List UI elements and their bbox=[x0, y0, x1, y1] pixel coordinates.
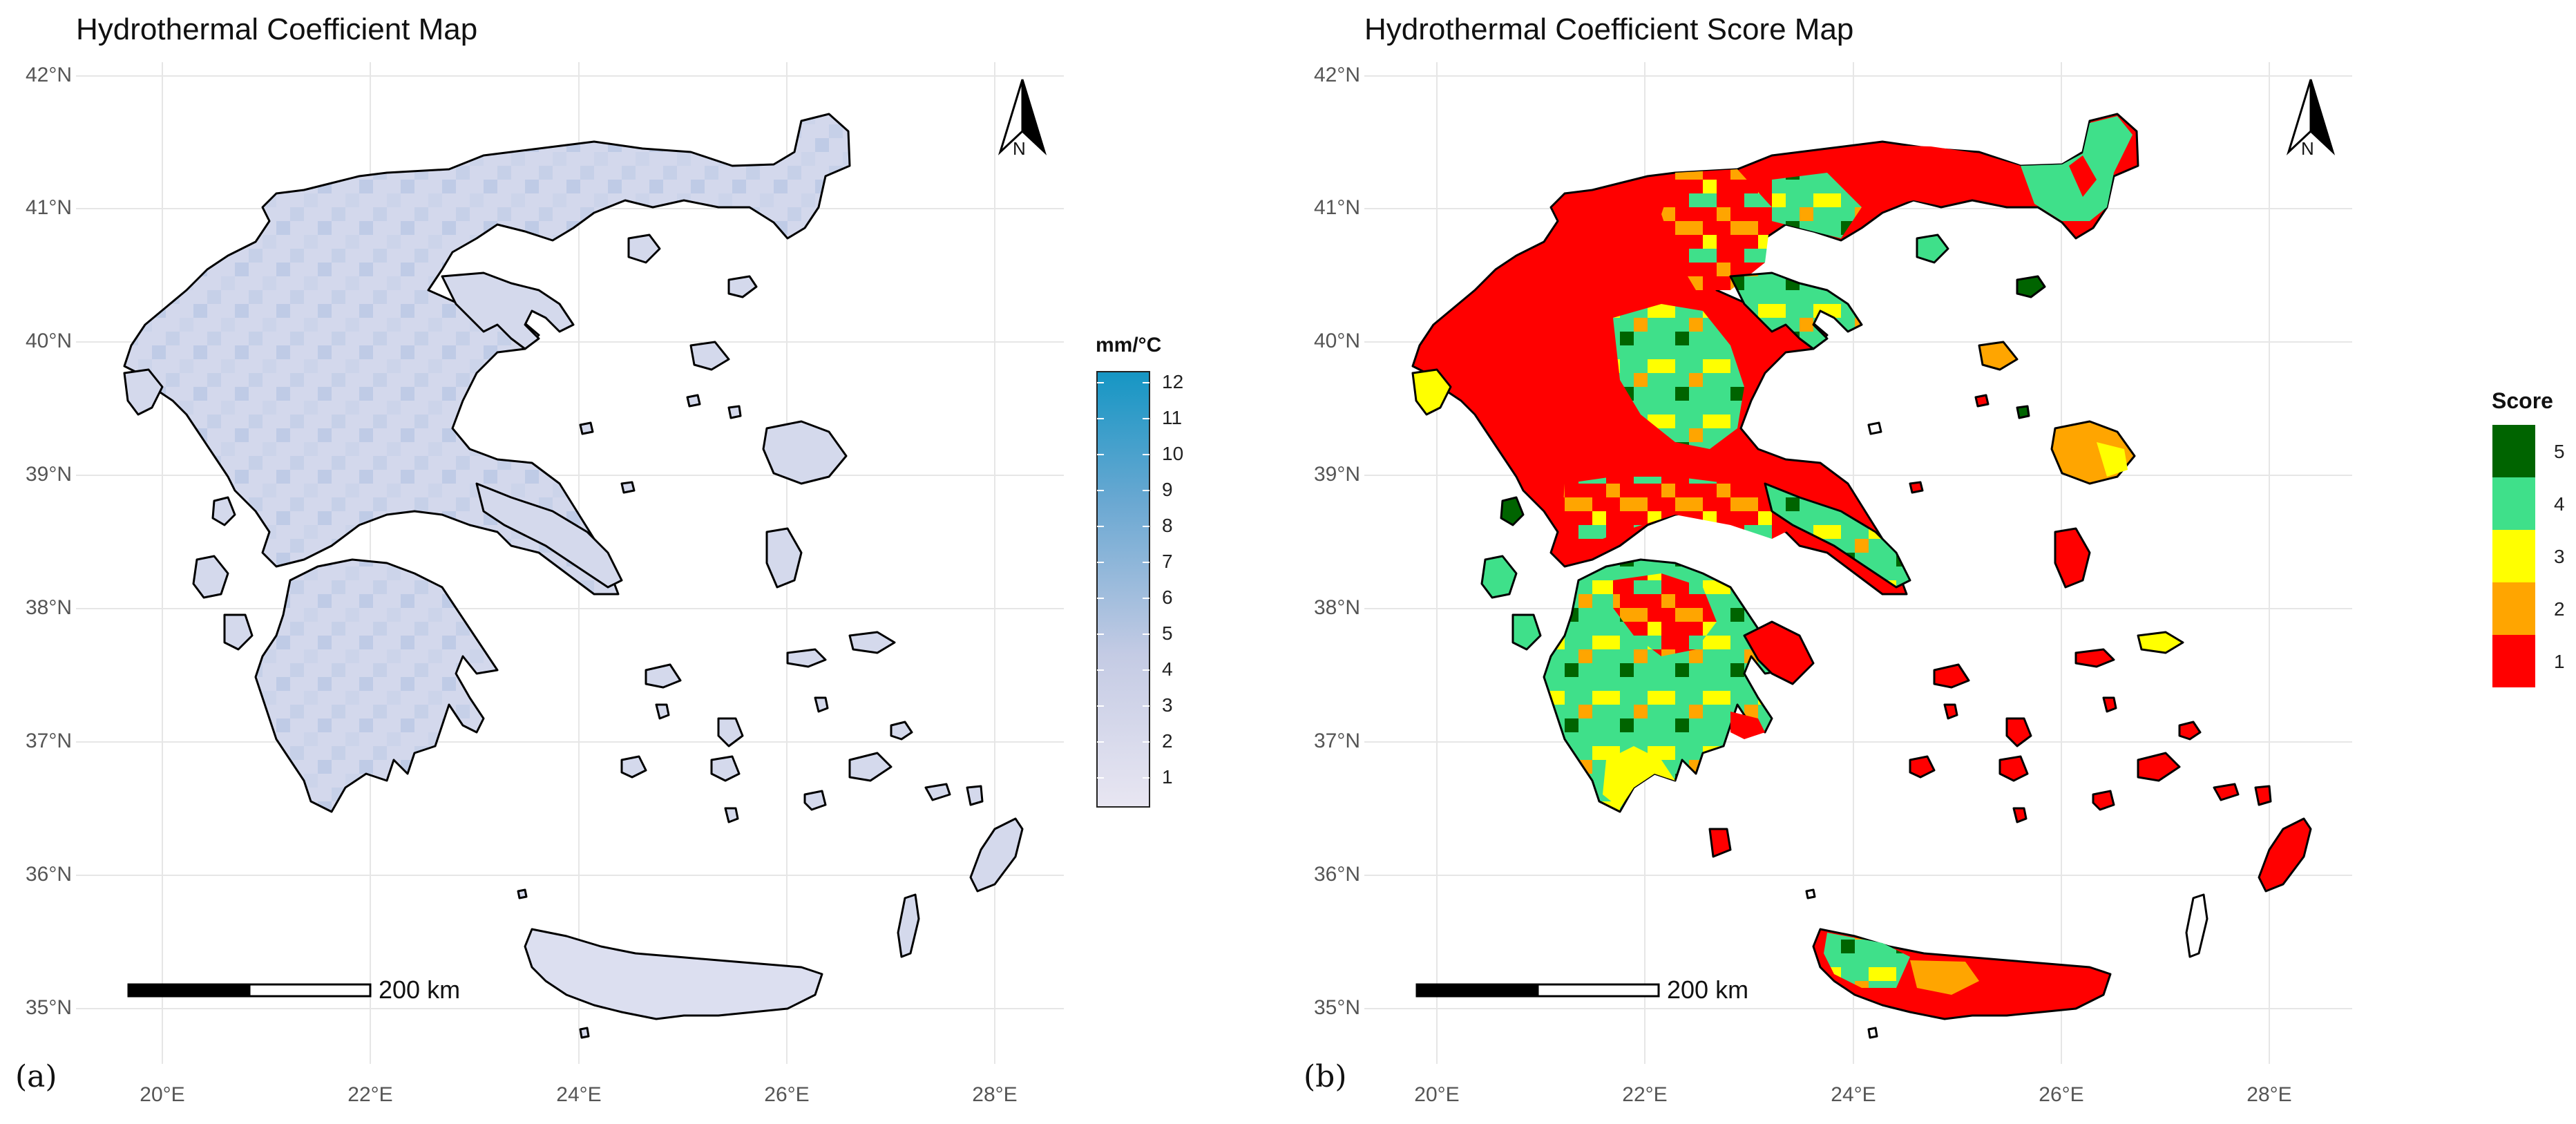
colorbar-tick: 2 bbox=[1162, 730, 1173, 752]
greece-landmass bbox=[123, 113, 1024, 1039]
lon-tick-label: 22°E bbox=[347, 1083, 393, 1106]
scale-bar bbox=[1415, 983, 1660, 998]
lat-tick-label: 37°N bbox=[25, 730, 72, 752]
map-title: Hydrothermal Coefficient Score Map bbox=[1364, 12, 1854, 46]
score-swatch-2 bbox=[2492, 582, 2535, 635]
lon-tick-label: 26°E bbox=[764, 1083, 810, 1106]
panel-label: (a) bbox=[15, 1059, 57, 1094]
colorbar-tick: 7 bbox=[1162, 551, 1173, 572]
score-swatch-3 bbox=[2492, 530, 2535, 582]
lat-tick-label: 42°N bbox=[1313, 64, 1360, 86]
lon-tick-label: 24°E bbox=[1831, 1083, 1876, 1106]
score-legend-label: 1 bbox=[2554, 651, 2565, 672]
colorbar-tick: 4 bbox=[1162, 658, 1173, 680]
scale-bar bbox=[127, 983, 372, 998]
colorbar-title: mm/°C bbox=[1096, 334, 1162, 356]
north-label: N bbox=[2301, 138, 2314, 159]
colorbar-tick: 12 bbox=[1162, 371, 1184, 392]
map-a bbox=[76, 62, 1150, 1064]
lon-tick-label: 20°E bbox=[1414, 1083, 1460, 1106]
score-legend-label: 2 bbox=[2554, 598, 2565, 620]
score-legend-label: 4 bbox=[2554, 493, 2565, 515]
score-legend-label: 5 bbox=[2554, 441, 2565, 462]
lat-tick-label: 37°N bbox=[1313, 730, 1360, 752]
lat-tick-label: 41°N bbox=[25, 196, 72, 219]
map-title: Hydrothermal Coefficient Map bbox=[76, 12, 478, 46]
score-legend-title: Score bbox=[2492, 388, 2553, 413]
lat-tick-label: 39°N bbox=[25, 463, 72, 486]
map-b bbox=[1364, 62, 2535, 1064]
colorbar-tick: 5 bbox=[1162, 622, 1173, 644]
lat-tick-label: 40°N bbox=[25, 330, 72, 352]
lon-tick-label: 28°E bbox=[2246, 1083, 2292, 1106]
lat-tick-label: 36°N bbox=[1313, 863, 1360, 886]
lon-tick-label: 22°E bbox=[1622, 1083, 1668, 1106]
lat-tick-label: 38°N bbox=[1313, 596, 1360, 619]
panel-hydrothermal-coefficient: Hydrothermal Coefficient Map (a) 42°N 41… bbox=[15, 12, 1184, 1106]
lat-tick-label: 42°N bbox=[25, 64, 72, 86]
lon-tick-label: 28°E bbox=[972, 1083, 1018, 1106]
lon-tick-label: 20°E bbox=[140, 1083, 185, 1106]
scale-bar-label: 200 km bbox=[379, 975, 461, 1004]
colorbar bbox=[1096, 371, 1150, 808]
north-arrow-icon bbox=[2286, 79, 2336, 155]
panel-label: (b) bbox=[1304, 1059, 1347, 1094]
lat-tick-label: 41°N bbox=[1313, 196, 1360, 219]
colorbar-tick: 6 bbox=[1162, 587, 1173, 608]
score-swatch-5 bbox=[2492, 425, 2535, 477]
lat-tick-label: 38°N bbox=[25, 596, 72, 619]
score-legend-label: 3 bbox=[2554, 546, 2565, 567]
score-swatch-4 bbox=[2492, 477, 2535, 530]
greece-landmass-scored bbox=[1411, 113, 2312, 1039]
colorbar-tick: 3 bbox=[1162, 694, 1173, 716]
colorbar-tick: 10 bbox=[1162, 443, 1184, 464]
lat-tick-label: 39°N bbox=[1313, 463, 1360, 486]
lat-tick-label: 40°N bbox=[1313, 330, 1360, 352]
lat-tick-label: 35°N bbox=[25, 996, 72, 1019]
north-label: N bbox=[1013, 138, 1026, 159]
colorbar-tick: 8 bbox=[1162, 515, 1173, 536]
scale-bar-label: 200 km bbox=[1667, 975, 1749, 1004]
lon-tick-label: 24°E bbox=[556, 1083, 602, 1106]
north-arrow-icon bbox=[998, 79, 1047, 155]
lon-tick-label: 26°E bbox=[2039, 1083, 2084, 1106]
colorbar-tick: 1 bbox=[1162, 766, 1173, 788]
panel-hydrothermal-score: Hydrothermal Coefficient Score Map (b) 4… bbox=[1288, 0, 2576, 1124]
colorbar-tick: 9 bbox=[1162, 479, 1173, 500]
score-legend bbox=[2492, 425, 2535, 687]
colorbar-tick: 11 bbox=[1162, 407, 1183, 428]
score-swatch-1 bbox=[2492, 635, 2535, 687]
lat-tick-label: 35°N bbox=[1313, 996, 1360, 1019]
lat-tick-label: 36°N bbox=[25, 863, 72, 886]
